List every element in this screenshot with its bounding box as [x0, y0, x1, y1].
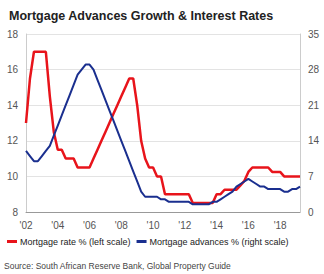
svg-text:35: 35	[308, 29, 320, 40]
svg-text:'06: '06	[83, 220, 96, 231]
svg-text:Mortgage rate % (left scale): Mortgage rate % (left scale)	[20, 237, 131, 247]
svg-text:'02: '02	[19, 220, 32, 231]
svg-text:'12: '12	[178, 220, 191, 231]
svg-text:Source: South African Reserve: Source: South African Reserve Bank, Glob…	[4, 261, 231, 271]
svg-text:'16: '16	[242, 220, 255, 231]
svg-text:'18: '18	[274, 220, 287, 231]
svg-text:Mortgage Advances Growth & Int: Mortgage Advances Growth & Interest Rate…	[9, 9, 273, 23]
svg-text:'14: '14	[210, 220, 223, 231]
svg-text:16: 16	[7, 64, 19, 75]
svg-text:'04: '04	[51, 220, 64, 231]
svg-text:28: 28	[308, 64, 320, 75]
svg-text:7: 7	[308, 171, 314, 182]
svg-text:10: 10	[7, 171, 19, 182]
svg-text:Mortgage advances % (right sca: Mortgage advances % (right scale)	[150, 237, 289, 247]
svg-text:14: 14	[308, 135, 320, 146]
svg-text:12: 12	[7, 135, 19, 146]
svg-text:'10: '10	[147, 220, 160, 231]
svg-text:14: 14	[7, 100, 19, 111]
svg-text:'08: '08	[115, 220, 128, 231]
svg-text:21: 21	[308, 100, 320, 111]
svg-text:18: 18	[7, 29, 19, 40]
svg-text:0: 0	[308, 207, 314, 218]
svg-text:8: 8	[12, 207, 18, 218]
